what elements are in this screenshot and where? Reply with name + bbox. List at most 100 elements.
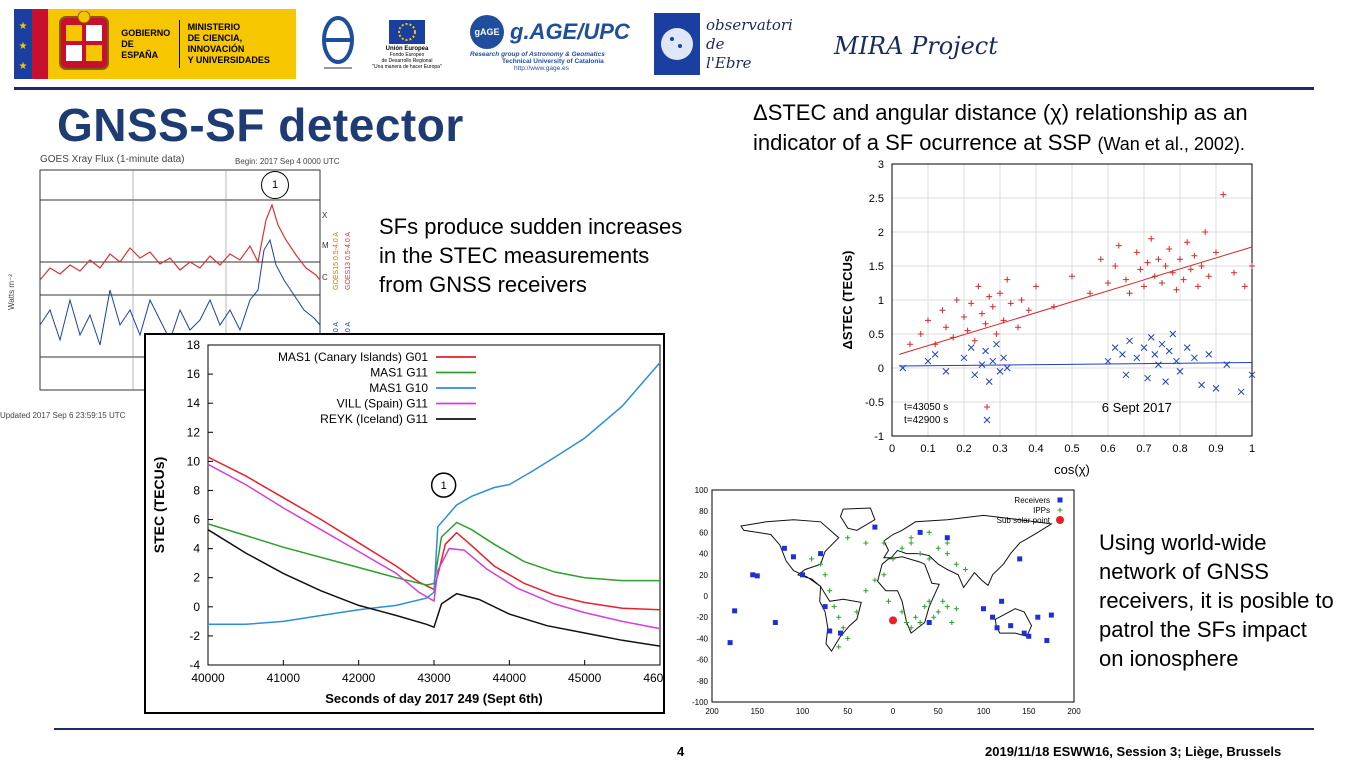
scatter-point — [1069, 273, 1075, 280]
footer-event: 2019/11/18 ESWW16, Session 3; Liège, Bru… — [985, 744, 1282, 759]
scatter-point — [1166, 246, 1173, 252]
map-legend-label: Receivers — [1014, 496, 1050, 505]
map-point — [863, 540, 869, 546]
map-point — [899, 609, 905, 615]
sf-description: SFs produce sudden increases in the STEC… — [379, 212, 682, 299]
map-point — [840, 625, 846, 631]
stec-series-line — [207, 463, 661, 630]
scatter-point — [1205, 351, 1213, 358]
map-point — [754, 573, 760, 579]
gage-badge-label: gAGE — [474, 26, 500, 37]
goes-long-flux-line — [39, 203, 321, 281]
map-point — [781, 545, 787, 551]
gage-line1: Research group of Astronomy & Geomatics — [470, 50, 605, 58]
sf-line1: SFs produce sudden increases — [379, 214, 683, 239]
scatter-point — [1123, 276, 1129, 283]
map-point — [926, 556, 932, 562]
scatter-point — [1180, 276, 1187, 283]
scatter-point — [1198, 263, 1205, 269]
map-point — [863, 588, 869, 594]
map-point — [772, 620, 778, 625]
goes-begin: Begin: 2017 Sep 4 0000 UTC — [235, 157, 340, 166]
map-point — [790, 554, 796, 560]
map-point — [822, 604, 828, 610]
scatter-point — [985, 378, 993, 385]
map-point — [917, 551, 923, 557]
scatter-legend-label: t=43050 s — [904, 402, 948, 413]
map-point — [994, 625, 1000, 631]
stec-series-line — [208, 362, 661, 626]
map-point — [917, 529, 923, 535]
scatter-point — [1115, 242, 1122, 249]
map-point — [926, 598, 932, 604]
map-point — [999, 598, 1005, 604]
stec-x-tick-label: 44000 — [493, 671, 527, 685]
scatter-point — [943, 324, 949, 331]
stec-y-tick-label: 12 — [187, 425, 201, 439]
map-point — [953, 606, 959, 612]
goes-ylabel: Watts m⁻² — [7, 274, 16, 310]
scatter-point — [1220, 191, 1227, 198]
map-point — [944, 604, 950, 610]
map-point — [1035, 614, 1041, 620]
scatter-point — [1155, 361, 1162, 368]
scatter-legend-marker — [984, 404, 990, 410]
map-y-tick-label: -40 — [696, 634, 708, 643]
header-rule — [14, 87, 1314, 90]
scatter-point — [1033, 283, 1039, 290]
map-coastline — [740, 519, 840, 587]
uww-line4: patrol the SFs impact — [1099, 617, 1307, 642]
observatori-logo: observatori de l'Ebre — [654, 12, 804, 76]
sf-line2: in the STEC measurements — [379, 243, 650, 268]
relationship-citation: (Wan et al., 2002). — [1097, 134, 1245, 154]
scatter-point — [1169, 330, 1177, 338]
map-point — [944, 551, 950, 557]
scatter-point — [1191, 252, 1198, 259]
scatter-x-tick-label: 0 — [889, 443, 895, 455]
map-point — [750, 572, 756, 578]
map-point — [836, 614, 842, 620]
map-coastline — [839, 507, 876, 531]
world-map-chart: 200 150 100 50 0 50 100 150 200100806040200-20-4… — [692, 486, 1081, 716]
scatter-point — [1151, 351, 1159, 358]
map-point — [908, 540, 914, 546]
map-point — [872, 524, 878, 530]
map-point — [872, 577, 878, 583]
scatter-point — [1158, 340, 1166, 348]
observatori-line2: de — [706, 34, 725, 53]
spain-flag-icon: ★ ★ ★ — [14, 9, 49, 79]
stec-x-axis-label: Seconds of day 2017 249 (Sept 6th) — [325, 691, 542, 706]
stec-y-tick-label: 18 — [187, 338, 201, 352]
map-point — [940, 598, 946, 604]
map-legend-label: IPPs — [1033, 506, 1050, 515]
map-point — [822, 572, 828, 578]
scatter-point — [1137, 266, 1144, 273]
map-point — [944, 535, 950, 541]
map-point — [845, 635, 851, 641]
scatter-point — [982, 347, 989, 355]
stec-y-tick-label: 8 — [193, 483, 200, 497]
scatter-point — [978, 361, 986, 368]
scatter-y-axis-label: ΔSTEC (TECUs) — [840, 251, 855, 350]
scatter-x-tick-label: 0.4 — [1028, 443, 1043, 455]
map-point — [949, 620, 955, 625]
scatter-point — [1004, 276, 1011, 283]
scatter-point — [1213, 249, 1219, 256]
map-point — [962, 567, 968, 572]
map-legend-marker — [1057, 507, 1063, 513]
scatter-series — [899, 330, 1256, 396]
stec-y-tick-label: -4 — [189, 658, 200, 672]
scatter-point — [1105, 280, 1111, 286]
scatter-legend-label: t=42900 s — [904, 415, 948, 426]
scatter-point — [1087, 290, 1093, 297]
map-x-tick-label: 100 — [977, 707, 991, 716]
map-point — [990, 614, 996, 620]
map-y-tick-label: 80 — [699, 507, 708, 516]
scatter-point — [953, 297, 960, 303]
gage-badge-icon: gAGE — [470, 14, 504, 49]
map-point — [836, 644, 842, 650]
scatter-y-tick-label: -0.5 — [865, 397, 884, 409]
map-point — [899, 545, 905, 551]
scatter-point — [1202, 229, 1209, 235]
stec-legend-label: MAS1 G10 — [369, 381, 428, 395]
